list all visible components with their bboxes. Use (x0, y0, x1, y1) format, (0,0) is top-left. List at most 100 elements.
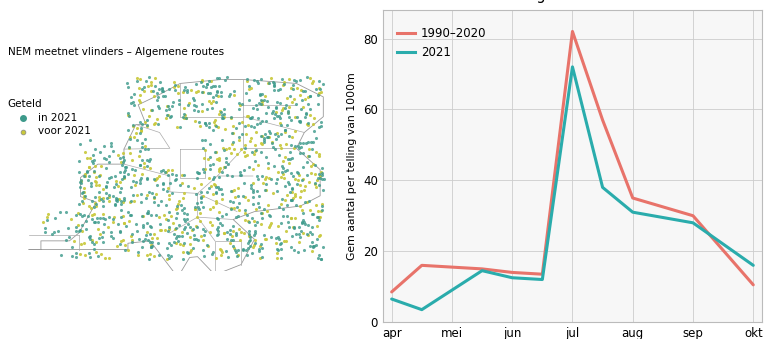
Point (191, 108, 203, 114)
Point (76, 198, 89, 204)
Point (192, 206, 205, 212)
Point (249, 228, 262, 234)
Point (117, 214, 129, 219)
Point (206, 84, 219, 89)
Point (166, 104, 179, 109)
Point (302, 121, 314, 126)
Point (218, 147, 230, 153)
Point (169, 227, 181, 232)
Point (123, 145, 136, 150)
Point (306, 212, 318, 217)
Point (98, 222, 110, 227)
Point (168, 80, 180, 85)
Point (218, 164, 230, 170)
Point (266, 139, 279, 144)
Point (209, 149, 221, 154)
Point (70, 224, 82, 230)
Point (276, 197, 288, 202)
Point (269, 146, 281, 152)
Point (302, 95, 314, 100)
Point (219, 77, 231, 82)
Point (317, 187, 330, 193)
Point (309, 171, 321, 176)
Point (142, 158, 155, 163)
Point (268, 83, 280, 88)
Point (306, 161, 319, 166)
Point (210, 191, 223, 196)
Point (170, 206, 182, 212)
Point (296, 176, 309, 182)
Point (152, 241, 164, 246)
Point (141, 157, 153, 163)
Point (303, 153, 315, 158)
Point (144, 165, 156, 171)
Point (300, 75, 313, 80)
Point (117, 151, 129, 156)
Point (197, 247, 209, 253)
Point (162, 217, 175, 223)
Point (300, 140, 312, 146)
Point (232, 247, 244, 253)
Point (306, 248, 319, 253)
Point (210, 189, 223, 195)
Point (146, 107, 159, 112)
Point (256, 141, 268, 147)
Point (122, 248, 134, 253)
Point (114, 155, 126, 160)
Point (227, 223, 239, 229)
Point (149, 83, 161, 89)
Point (221, 237, 233, 242)
Point (261, 98, 273, 104)
Point (122, 210, 134, 215)
Point (218, 230, 230, 236)
Point (216, 192, 228, 197)
Point (87, 205, 99, 210)
Legend: in 2021, voor 2021: in 2021, voor 2021 (13, 113, 91, 136)
Point (177, 256, 189, 262)
Point (142, 237, 154, 242)
Point (286, 82, 299, 88)
Point (159, 169, 172, 174)
Point (131, 228, 143, 234)
Point (236, 246, 249, 252)
Point (290, 79, 302, 84)
Point (259, 181, 272, 187)
Point (169, 87, 181, 93)
Point (280, 141, 292, 147)
2021 (417, 307, 427, 312)
Point (253, 162, 265, 167)
Point (256, 215, 268, 220)
Point (256, 174, 268, 179)
Point (63, 234, 75, 240)
Point (307, 244, 320, 249)
Point (41, 215, 53, 220)
Point (243, 238, 255, 243)
Point (79, 149, 91, 155)
Point (207, 249, 219, 255)
Point (218, 114, 230, 119)
Point (76, 228, 89, 234)
Point (93, 174, 105, 179)
Point (131, 78, 143, 83)
Point (126, 238, 138, 243)
Point (157, 186, 169, 192)
Point (142, 83, 154, 89)
Point (191, 169, 203, 175)
Point (54, 210, 66, 215)
Point (94, 172, 106, 178)
Point (220, 156, 233, 161)
Point (89, 195, 101, 200)
Point (182, 250, 195, 255)
Point (209, 199, 222, 204)
Point (213, 216, 225, 222)
Point (105, 140, 117, 145)
Point (265, 177, 277, 182)
Point (115, 238, 127, 244)
Point (254, 241, 266, 246)
Point (184, 224, 196, 230)
Point (316, 177, 328, 182)
Point (225, 188, 237, 194)
Point (115, 214, 127, 219)
Point (279, 168, 291, 173)
Point (209, 84, 221, 89)
